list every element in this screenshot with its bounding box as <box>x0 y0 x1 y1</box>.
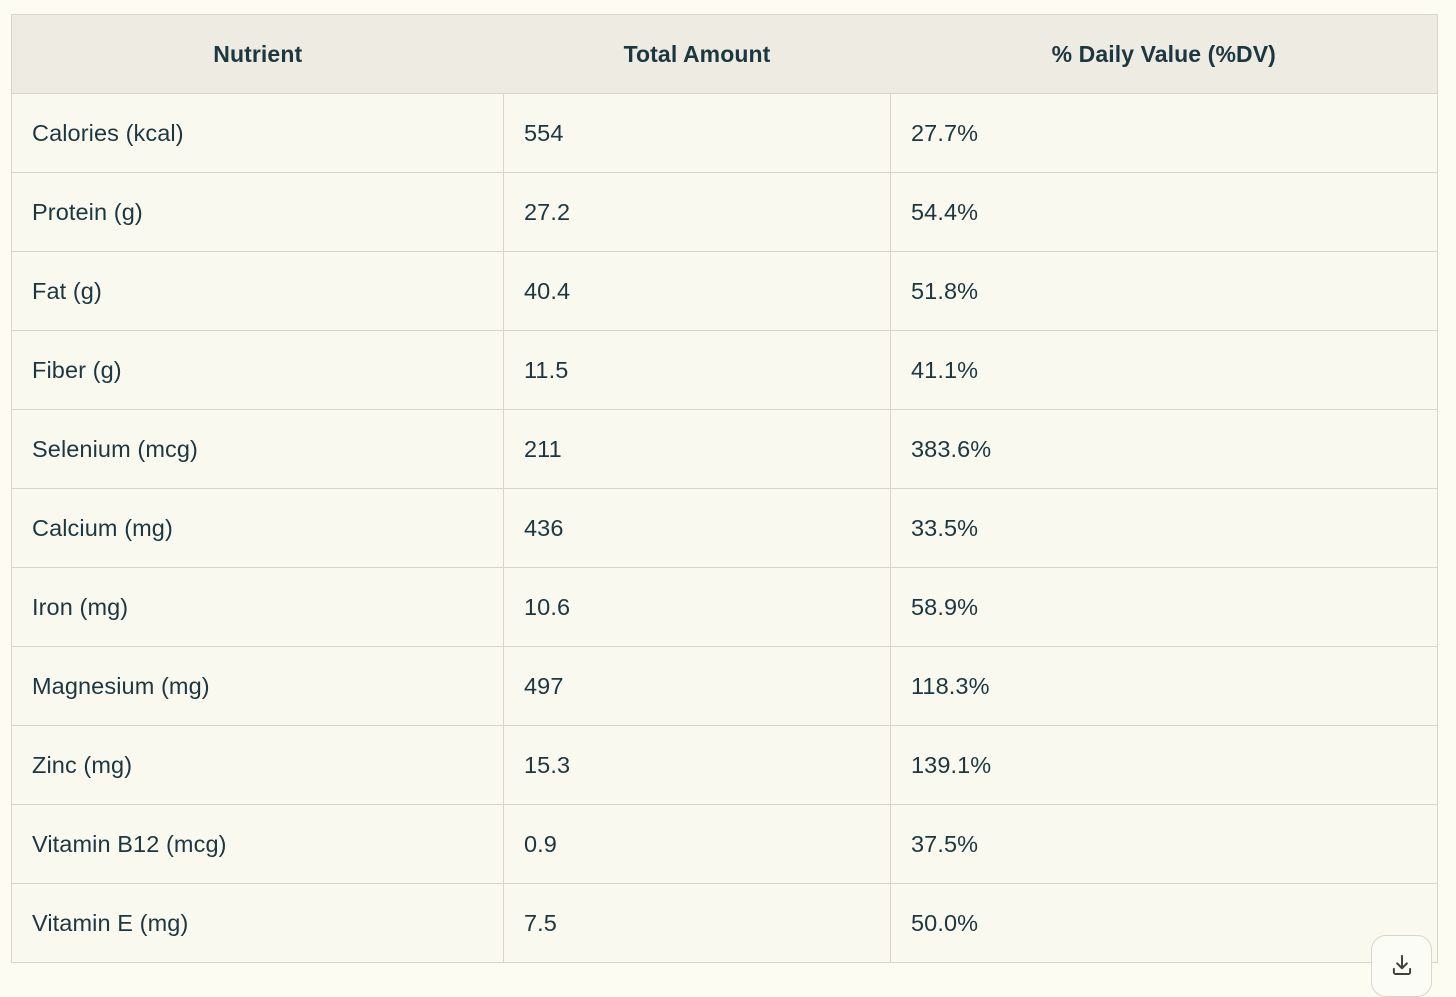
header-row: Nutrient Total Amount % Daily Value (%DV… <box>11 14 1438 94</box>
amount-cell: 497 <box>503 646 891 726</box>
table-row: Calcium (mg) 436 33.5% <box>11 488 1438 568</box>
table-header: Nutrient Total Amount % Daily Value (%DV… <box>11 14 1438 94</box>
daily-value-cell: 37.5% <box>890 804 1438 884</box>
daily-value-cell: 118.3% <box>890 646 1438 726</box>
daily-value-cell: 33.5% <box>890 488 1438 568</box>
nutrient-cell: Calcium (mg) <box>11 488 504 568</box>
nutrient-cell: Zinc (mg) <box>11 725 504 805</box>
daily-value-cell: 41.1% <box>890 330 1438 410</box>
column-header-total-amount: Total Amount <box>503 14 891 94</box>
table-row: Fat (g) 40.4 51.8% <box>11 251 1438 331</box>
table-row: Zinc (mg) 15.3 139.1% <box>11 725 1438 805</box>
amount-cell: 554 <box>503 93 891 173</box>
daily-value-cell: 51.8% <box>890 251 1438 331</box>
daily-value-cell: 50.0% <box>890 883 1438 963</box>
table-row: Vitamin B12 (mcg) 0.9 37.5% <box>11 804 1438 884</box>
amount-cell: 10.6 <box>503 567 891 647</box>
column-header-daily-value: % Daily Value (%DV) <box>890 14 1438 94</box>
amount-cell: 40.4 <box>503 251 891 331</box>
column-header-nutrient: Nutrient <box>11 14 504 94</box>
table-row: Calories (kcal) 554 27.7% <box>11 93 1438 173</box>
amount-cell: 0.9 <box>503 804 891 884</box>
nutrient-cell: Vitamin E (mg) <box>11 883 504 963</box>
download-icon <box>1389 952 1415 978</box>
table-row: Selenium (mcg) 211 383.6% <box>11 409 1438 489</box>
amount-cell: 211 <box>503 409 891 489</box>
nutrient-cell: Protein (g) <box>11 172 504 252</box>
daily-value-cell: 27.7% <box>890 93 1438 173</box>
amount-cell: 436 <box>503 488 891 568</box>
table-row: Protein (g) 27.2 54.4% <box>11 172 1438 252</box>
daily-value-cell: 383.6% <box>890 409 1438 489</box>
nutrient-cell: Calories (kcal) <box>11 93 504 173</box>
table-row: Fiber (g) 11.5 41.1% <box>11 330 1438 410</box>
table-row: Vitamin E (mg) 7.5 50.0% <box>11 883 1438 963</box>
nutrient-cell: Vitamin B12 (mcg) <box>11 804 504 884</box>
amount-cell: 27.2 <box>503 172 891 252</box>
nutrient-cell: Fat (g) <box>11 251 504 331</box>
table-row: Iron (mg) 10.6 58.9% <box>11 567 1438 647</box>
daily-value-cell: 139.1% <box>890 725 1438 805</box>
amount-cell: 11.5 <box>503 330 891 410</box>
download-button[interactable] <box>1371 935 1432 997</box>
nutrition-table-container: Nutrient Total Amount % Daily Value (%DV… <box>11 14 1438 963</box>
nutrient-cell: Magnesium (mg) <box>11 646 504 726</box>
nutrient-cell: Selenium (mcg) <box>11 409 504 489</box>
daily-value-cell: 58.9% <box>890 567 1438 647</box>
nutrient-cell: Fiber (g) <box>11 330 504 410</box>
nutrition-table: Nutrient Total Amount % Daily Value (%DV… <box>11 14 1438 963</box>
amount-cell: 15.3 <box>503 725 891 805</box>
table-body: Calories (kcal) 554 27.7% Protein (g) 27… <box>11 93 1438 963</box>
table-row: Magnesium (mg) 497 118.3% <box>11 646 1438 726</box>
nutrient-cell: Iron (mg) <box>11 567 504 647</box>
daily-value-cell: 54.4% <box>890 172 1438 252</box>
amount-cell: 7.5 <box>503 883 891 963</box>
